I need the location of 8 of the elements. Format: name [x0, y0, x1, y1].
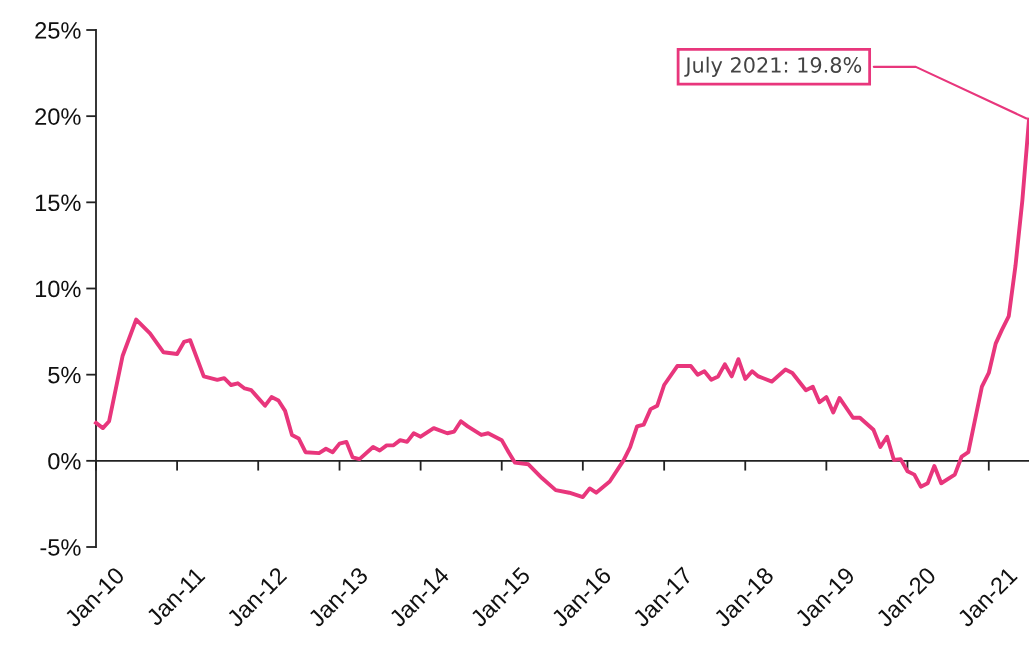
y-tick-label: 5%: [48, 366, 81, 384]
y-tick-label: 20%: [35, 108, 81, 125]
y-tick-label: 15%: [35, 194, 81, 212]
y-tick-label: 0%: [48, 452, 81, 470]
y-tick-label: 10%: [35, 280, 81, 298]
y-tick-label: 25%: [35, 22, 81, 39]
annotation: July 2021: 19.8%: [684, 56, 862, 77]
y-tick-label: -5%: [40, 539, 81, 556]
